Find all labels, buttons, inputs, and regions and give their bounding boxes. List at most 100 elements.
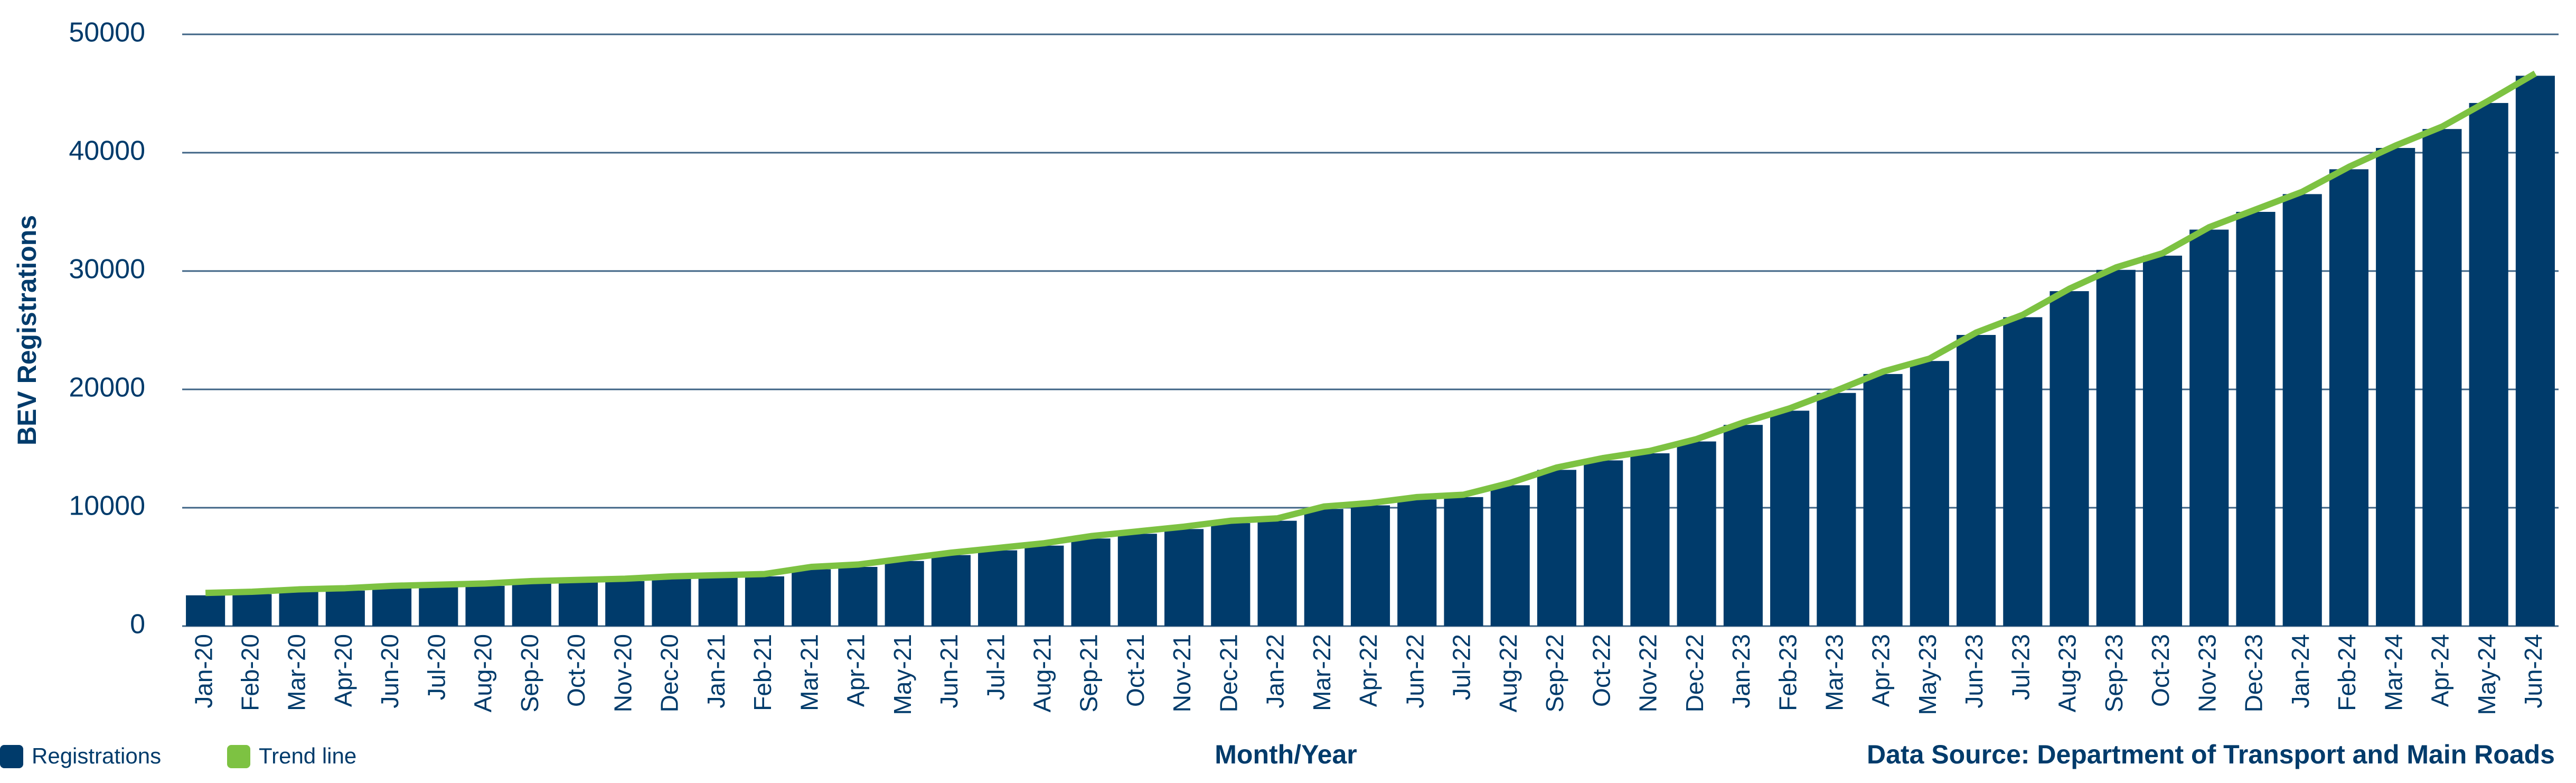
x-tick-label: Apr-21 (842, 634, 870, 707)
bar (931, 555, 971, 626)
x-tick-label: Sep-21 (1075, 634, 1103, 712)
x-tick-label: Nov-23 (2193, 634, 2221, 712)
bar (2049, 291, 2089, 626)
x-tick-label: Sep-22 (1541, 634, 1568, 712)
bar (1677, 441, 1716, 626)
x-tick-label: Jan-21 (702, 634, 730, 709)
bar (2376, 148, 2415, 626)
x-tick-label: Jul-23 (2007, 634, 2034, 700)
bar (1164, 529, 1204, 626)
bar (1957, 334, 1996, 626)
x-tick-label: Mar-22 (1308, 634, 1336, 711)
bar (465, 585, 505, 626)
bar (419, 587, 458, 626)
x-tick-label: Apr-23 (1867, 634, 1895, 707)
bar (1537, 470, 1576, 626)
bar (1910, 361, 1949, 626)
bar (978, 550, 1018, 626)
x-tick-label: Apr-22 (1355, 634, 1382, 707)
x-tick-label: May-21 (889, 634, 916, 715)
x-tick-label: Jan-23 (1727, 634, 1755, 709)
bar (279, 592, 318, 626)
x-tick-label: Aug-21 (1029, 634, 1056, 712)
x-tick-label: Mar-23 (1821, 634, 1848, 711)
source: Data Source: Department of Transport and… (1867, 740, 2555, 769)
legend-swatch (0, 745, 23, 768)
bar (558, 582, 598, 626)
y-tick-label: 20000 (69, 372, 145, 403)
bar (372, 588, 412, 626)
bar (1630, 453, 1670, 626)
x-tick-label: Jul-20 (422, 634, 450, 700)
x-tick-label: Jul-21 (982, 634, 1009, 700)
x-tick-label: Nov-21 (1168, 634, 1196, 712)
x-tick-label: Jan-24 (2287, 634, 2314, 709)
bar (2422, 129, 2462, 626)
bar (1770, 411, 1810, 626)
bar (1444, 497, 1483, 626)
legend-label: Trend line (259, 743, 356, 768)
x-tick-label: Jun-20 (376, 634, 403, 709)
x-tick-label: Aug-23 (2054, 634, 2081, 712)
x-axis-label: Month/Year (1215, 740, 1357, 769)
x-tick-label: May-24 (2473, 634, 2500, 715)
bar (792, 569, 831, 626)
bar (1117, 534, 1157, 626)
x-tick-label: Feb-23 (1774, 634, 1801, 711)
bar (698, 577, 738, 626)
x-tick-label: Jun-23 (1960, 634, 1988, 709)
bar (1304, 509, 1343, 626)
x-tick-label: Jun-24 (2519, 634, 2547, 709)
legend-swatch (227, 745, 250, 768)
x-tick-label: Oct-23 (2147, 634, 2174, 707)
bar (605, 581, 645, 626)
x-tick-label: Aug-20 (469, 634, 497, 712)
y-tick-label: 10000 (69, 491, 145, 521)
bar (1723, 425, 1763, 626)
y-tick-label: 40000 (69, 136, 145, 166)
bar (1257, 520, 1297, 626)
x-tick-label: Aug-22 (1494, 634, 1522, 712)
x-tick-label: Sep-20 (516, 634, 543, 712)
x-tick-label: Jan-22 (1262, 634, 1289, 709)
bar (2469, 102, 2508, 627)
x-tick-label: Jun-21 (935, 634, 963, 709)
bar (512, 583, 551, 626)
x-tick-label: Jun-22 (1401, 634, 1428, 709)
x-tick-label: Jul-22 (1448, 634, 1475, 700)
x-tick-label: May-23 (1914, 634, 1941, 715)
x-tick-label: Oct-22 (1587, 634, 1615, 707)
x-tick-label: Dec-20 (656, 634, 683, 712)
bar (885, 561, 924, 626)
bar (232, 594, 272, 626)
bar (2096, 269, 2136, 626)
x-tick-label: Oct-20 (562, 634, 590, 707)
bar (1397, 499, 1437, 626)
bar (2003, 317, 2043, 626)
x-tick-label: Oct-21 (1122, 634, 1149, 707)
x-tick-label: Dec-21 (1215, 634, 1242, 712)
bar (838, 567, 878, 626)
bar (1863, 374, 1903, 626)
bar (2142, 255, 2183, 626)
x-tick-label: Nov-20 (609, 634, 636, 712)
bar (1211, 523, 1251, 626)
x-tick-label: Mar-20 (283, 634, 311, 711)
bar (325, 590, 365, 626)
x-tick-label: Mar-21 (795, 634, 823, 711)
bar (1071, 538, 1111, 626)
bar (2282, 194, 2322, 626)
bar (1584, 460, 1623, 626)
x-tick-label: Dec-23 (2240, 634, 2268, 712)
x-tick-label: Feb-21 (749, 634, 776, 711)
bar (186, 595, 225, 626)
bar (2515, 76, 2555, 626)
bar (1817, 393, 1856, 626)
x-tick-label: Nov-22 (1634, 634, 1662, 712)
x-tick-label: Apr-24 (2427, 634, 2454, 707)
bar (745, 576, 784, 626)
bar (1350, 505, 1390, 626)
y-tick-label: 30000 (69, 254, 145, 285)
bar (2189, 229, 2229, 627)
